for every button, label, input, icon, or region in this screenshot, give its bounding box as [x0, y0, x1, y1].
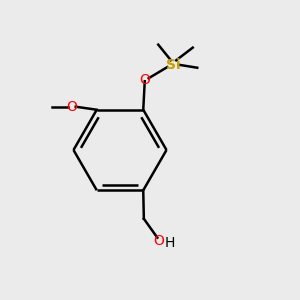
Text: O: O — [67, 100, 78, 114]
Text: O: O — [139, 73, 150, 87]
Text: Si: Si — [166, 58, 181, 72]
Text: H: H — [165, 236, 175, 250]
Text: O: O — [153, 234, 164, 248]
